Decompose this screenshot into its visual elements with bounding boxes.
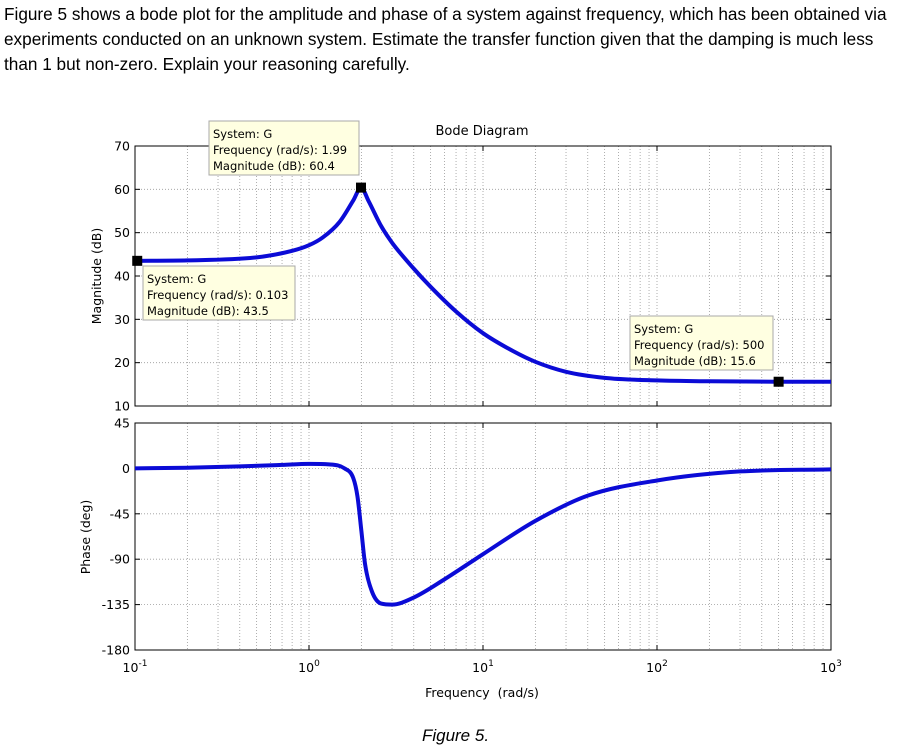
datatip-line: System: G [147, 272, 206, 286]
phase-y-ticks: -180 -135 -90 -45 0 45 [102, 416, 831, 658]
datatip: System: G Frequency (rad/s): 1.99 Magnitud… [208, 120, 367, 193]
y-tick-label: -90 [110, 552, 130, 567]
magnitude-y-label: Magnitude (dB) [89, 228, 104, 324]
phase-grid [135, 422, 831, 651]
datatip-line: Frequency (rad/s): 1.99 [213, 143, 347, 157]
y-tick-label: 10 [114, 399, 130, 414]
x-tick-label: 101 [472, 659, 494, 675]
datatip-line: System: G [213, 127, 272, 141]
magnitude-series-line [134, 185, 831, 384]
datatip-box [142, 265, 296, 321]
question-text: Figure 5 shows a bode plot for the ampli… [4, 4, 887, 74]
datatip-box [208, 120, 360, 176]
datatip: System: G Frequency (rad/s): 500 Magnitude… [629, 315, 784, 387]
datatip-marker [356, 182, 367, 193]
y-tick-label: 60 [114, 182, 130, 197]
datatip-line: Magnitude (dB): 60.4 [213, 159, 335, 173]
y-tick-label: 40 [114, 269, 130, 284]
y-tick-label: 45 [114, 416, 130, 431]
datatip-marker [132, 255, 143, 266]
x-tick-label: 10-1 [123, 659, 148, 675]
datatip: System: G Frequency (rad/s): 0.103 Magnitu… [132, 255, 296, 321]
x-axis-label: Frequency (rad/s) [425, 685, 539, 700]
y-tick-label: 20 [114, 355, 130, 370]
datatip-line: Frequency (rad/s): 500 [634, 338, 764, 352]
y-tick-label: 70 [114, 139, 130, 154]
datatip-box [629, 315, 774, 371]
x-ticks: 10-1 100 101 102 103 [123, 146, 842, 675]
phase-series-line [134, 461, 832, 607]
datatip-line: System: G [634, 322, 693, 336]
magnitude-y-ticks: 10 20 30 40 50 60 70 [114, 139, 831, 414]
datatip-line: Magnitude (dB): 43.5 [147, 304, 269, 318]
y-tick-label: 0 [122, 461, 130, 476]
y-tick-label: -180 [102, 643, 130, 658]
x-tick-label: 103 [820, 659, 842, 675]
datatips: System: G Frequency (rad/s): 1.99 Magnitud… [132, 120, 784, 387]
y-tick-label: 50 [114, 225, 130, 240]
y-tick-label: -45 [110, 506, 130, 521]
datatip-line: Magnitude (dB): 15.6 [634, 354, 756, 368]
datatip-line: Frequency (rad/s): 0.103 [147, 288, 288, 302]
y-tick-label: -135 [102, 597, 130, 612]
phase-y-label: Phase (deg) [78, 500, 93, 575]
datatip-marker [773, 376, 784, 387]
y-tick-label: 30 [114, 312, 130, 327]
x-tick-label: 102 [646, 659, 668, 675]
x-tick-label: 100 [298, 659, 320, 675]
chart-title: Bode Diagram [435, 124, 528, 139]
figure-caption: Figure 5. [421, 726, 490, 745]
